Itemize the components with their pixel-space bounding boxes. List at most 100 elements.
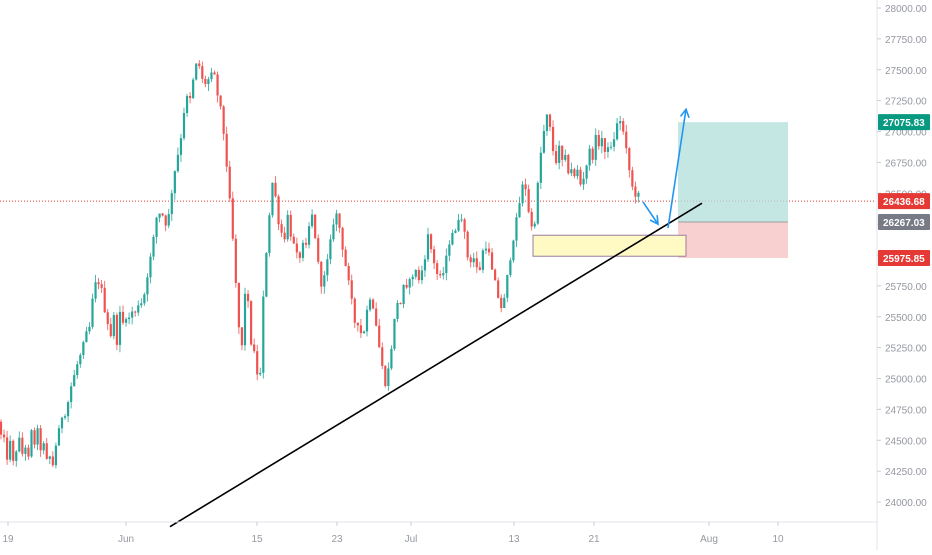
candle-body — [423, 259, 427, 271]
candle-body — [201, 66, 204, 79]
price-tag — [878, 214, 930, 231]
candle-body — [573, 169, 576, 177]
price-tag-label: 26267.03 — [883, 218, 925, 229]
candle-body — [237, 283, 240, 328]
candle-body — [134, 311, 137, 313]
candle-body — [420, 270, 423, 281]
candle-body — [15, 451, 18, 461]
candle-body — [442, 273, 445, 276]
candle-body — [185, 96, 189, 114]
candle-body — [36, 428, 39, 445]
candle-body — [359, 325, 362, 334]
candle-body — [579, 169, 582, 185]
candle-body — [131, 311, 134, 318]
candle-body — [298, 252, 301, 258]
candle-body — [494, 269, 497, 281]
candle-body — [466, 231, 469, 258]
candle-body — [85, 331, 88, 343]
candle-body — [155, 217, 158, 237]
candle-body — [555, 151, 558, 163]
candle-body — [30, 430, 33, 457]
candle-body — [417, 269, 420, 281]
candle-body — [240, 327, 244, 346]
candle-body — [112, 315, 115, 337]
candle-body — [307, 226, 311, 245]
candle-body — [295, 243, 298, 253]
candle-body — [158, 213, 161, 218]
x-tick-label: 19 — [2, 534, 14, 545]
candle-body — [609, 146, 613, 148]
candle-body — [429, 234, 433, 250]
candle-body — [9, 440, 12, 460]
candle-body — [567, 154, 570, 174]
candle-body — [198, 63, 201, 67]
candle-body — [274, 182, 277, 197]
candle-body — [387, 368, 390, 387]
candle-body — [448, 244, 451, 256]
y-tick-label: 25250.00 — [885, 344, 927, 355]
candle-body — [533, 223, 536, 227]
candle-body — [173, 171, 176, 194]
candle-body — [262, 296, 265, 373]
candle-body — [548, 114, 552, 127]
candle-body — [612, 139, 616, 147]
candle-body — [39, 428, 42, 451]
candle-body — [585, 165, 588, 179]
candle-body — [228, 166, 231, 199]
candle-body — [503, 297, 506, 308]
candle-body — [314, 214, 317, 239]
candle-body — [146, 277, 149, 295]
candle-body — [588, 148, 591, 166]
candle-body — [57, 428, 61, 446]
candle-body — [582, 178, 585, 185]
candle-body — [195, 63, 198, 80]
candle-body — [216, 74, 219, 96]
candle-body — [213, 72, 216, 75]
candle-body — [118, 311, 122, 345]
candle-body — [265, 253, 268, 297]
candle-body — [460, 219, 463, 221]
candle-body — [124, 319, 128, 323]
candle-body — [433, 249, 436, 264]
arrow-shaft — [667, 109, 687, 228]
trendline — [169, 202, 703, 528]
candle-body — [335, 213, 338, 225]
x-tick-label: Aug — [700, 534, 718, 545]
candle-body — [368, 299, 372, 310]
y-tick-label: 24000.00 — [885, 498, 927, 509]
candle-body — [115, 315, 118, 345]
candle-body — [509, 260, 512, 275]
price-tag — [878, 114, 930, 131]
candle-body — [454, 230, 457, 233]
candle-body — [0, 421, 3, 435]
candle-body — [475, 258, 478, 268]
candle-body — [545, 114, 549, 131]
candle-body — [250, 301, 253, 345]
candle-body — [45, 443, 48, 459]
candle-body — [2, 434, 6, 438]
candle-body — [79, 355, 82, 365]
candle-body — [378, 325, 381, 348]
candle-body — [408, 279, 411, 288]
candle-body — [179, 138, 183, 155]
price-tag — [878, 193, 930, 210]
candle-body — [109, 324, 112, 337]
zone-layer — [532, 122, 788, 258]
candle-body — [622, 121, 625, 132]
candle-body — [356, 322, 359, 326]
candle-body — [326, 259, 329, 276]
candle-body — [140, 303, 143, 306]
candle-body — [329, 239, 332, 260]
candle-body — [192, 79, 195, 99]
arrow-head — [679, 107, 690, 119]
candle-body — [350, 280, 353, 299]
annotation-layer — [169, 107, 703, 528]
candle-body — [243, 293, 247, 346]
candle-body — [497, 280, 500, 298]
candle-body — [48, 456, 51, 459]
candle-body — [616, 123, 619, 140]
candle-body — [73, 375, 76, 387]
candle-body — [18, 437, 21, 452]
